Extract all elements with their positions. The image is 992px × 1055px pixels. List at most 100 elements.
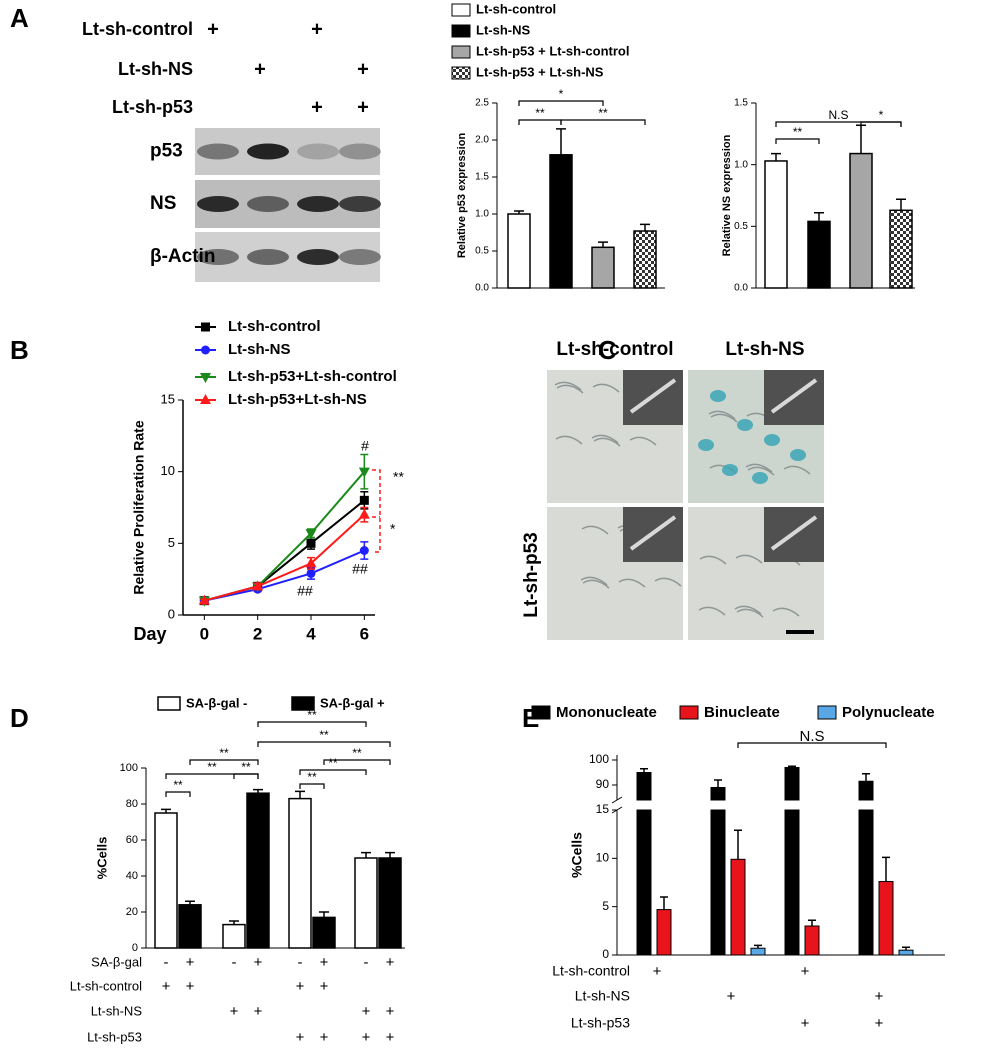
x-tick-label: 4	[306, 624, 316, 643]
cell	[708, 410, 736, 420]
y-tick-label: 15	[596, 802, 610, 816]
x-tick-label: 2	[253, 624, 262, 643]
cell	[654, 577, 682, 587]
y-tick-label: 0.5	[734, 221, 748, 232]
error-bar	[640, 768, 648, 773]
legend-swatch	[451, 3, 471, 17]
significance-label: **	[535, 106, 545, 120]
column-label: Lt-sh-NS	[725, 339, 804, 360]
bar	[591, 246, 615, 289]
legend-swatch	[451, 24, 471, 38]
bar-lower-part	[710, 809, 726, 956]
cell	[710, 413, 738, 423]
inset-cell	[770, 515, 818, 551]
marker	[359, 546, 369, 555]
condition-mark: +	[357, 96, 369, 118]
y-axis-label: Relative Proliferation Rate	[131, 420, 147, 594]
significance-label: **	[598, 106, 608, 120]
blot-band	[297, 249, 339, 265]
condition-label: Lt-sh-NS	[118, 59, 193, 79]
error-bar	[882, 856, 890, 882]
condition-mark: +	[362, 1003, 371, 1020]
annotation: *	[390, 521, 396, 537]
legend-swatch	[451, 66, 471, 80]
condition-mark: +	[296, 978, 305, 995]
error-bar	[295, 790, 305, 799]
legend-label: Polynucleate	[842, 704, 935, 721]
cell	[593, 437, 621, 447]
bar-lower-part	[784, 809, 800, 956]
significance-bracket	[189, 759, 259, 765]
condition-mark: +	[801, 1015, 810, 1032]
error-bar	[771, 152, 781, 161]
band-label: NS	[150, 193, 176, 214]
cell	[736, 608, 764, 618]
bar	[354, 857, 378, 949]
cell	[772, 607, 800, 617]
significance-label: **	[319, 728, 329, 742]
cell	[581, 525, 609, 535]
bar	[656, 909, 672, 956]
y-tick-label: 0.0	[734, 283, 748, 294]
stained-cell	[790, 449, 806, 461]
bar	[549, 154, 573, 289]
bar	[154, 812, 178, 949]
blot-band	[297, 143, 339, 160]
legend-swatch	[531, 705, 551, 720]
significance-bracket	[372, 469, 381, 553]
cell	[629, 436, 657, 446]
error-bar	[361, 851, 371, 858]
condition-mark: +	[186, 954, 195, 971]
marker	[359, 495, 369, 505]
cell	[699, 555, 727, 565]
bar	[784, 767, 800, 801]
x-tick-label: 6	[360, 624, 369, 643]
significance-bracket	[775, 138, 820, 144]
y-tick-label: 5	[168, 535, 175, 550]
error-bar	[814, 212, 824, 222]
significance-bracket	[299, 769, 367, 775]
condition-mark: +	[357, 58, 369, 80]
condition-mark: -	[232, 954, 237, 971]
panel-label: A	[10, 3, 29, 33]
error-bar	[896, 198, 906, 211]
blot-band	[247, 196, 289, 212]
band-label: β-Actin	[150, 246, 215, 267]
condition-mark: +	[653, 963, 662, 980]
legend-swatch	[291, 696, 315, 711]
y-tick-label: 0	[168, 606, 175, 621]
blot-band	[297, 196, 339, 212]
bar	[878, 881, 894, 956]
condition-mark: +	[186, 978, 195, 995]
significance-bracket	[299, 783, 325, 789]
condition-label: Lt-sh-p53	[571, 1015, 630, 1031]
bar	[288, 797, 312, 949]
significance-bracket	[257, 721, 367, 727]
error-bar	[660, 896, 668, 910]
condition-mark: +	[254, 58, 266, 80]
row-label: Lt-sh-p53	[521, 532, 542, 618]
error-bar	[319, 911, 329, 918]
y-tick-label: 15	[161, 391, 175, 406]
significance-label: **	[307, 770, 317, 784]
y-tick-label: 80	[126, 798, 138, 810]
y-tick-label: 90	[596, 777, 610, 791]
significance-label: **	[219, 746, 229, 760]
condition-label: Lt-sh-p53	[87, 1029, 142, 1044]
legend-label: Lt-sh-p53+Lt-sh-control	[228, 368, 397, 385]
column-label: Lt-sh-control	[556, 339, 673, 360]
cell	[783, 465, 811, 475]
condition-mark: +	[320, 1029, 329, 1046]
bar	[807, 220, 831, 289]
marker	[201, 345, 210, 355]
bar	[636, 772, 652, 801]
legend-swatch	[817, 705, 837, 720]
stained-cell	[764, 434, 780, 446]
condition-mark: +	[207, 18, 219, 40]
error-bar	[862, 773, 870, 782]
bar	[898, 949, 914, 956]
marker	[305, 529, 317, 540]
marker	[358, 508, 370, 519]
legend-label: Lt-sh-p53+Lt-sh-NS	[228, 391, 367, 408]
